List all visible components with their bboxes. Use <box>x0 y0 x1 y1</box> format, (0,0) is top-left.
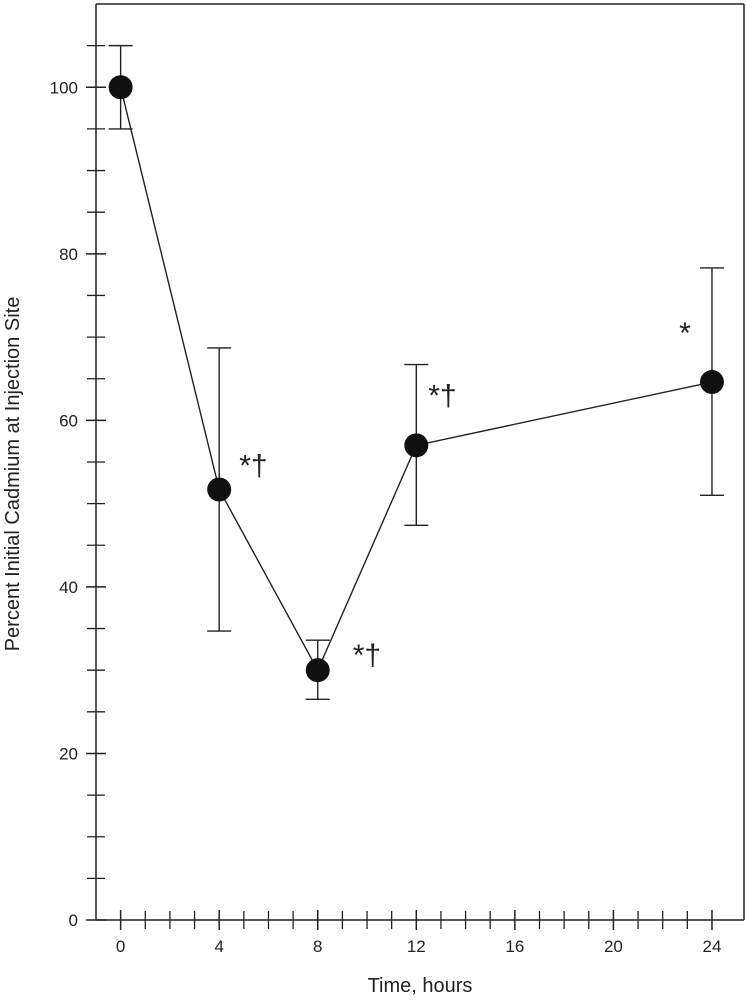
y-tick-label: 60 <box>59 411 78 430</box>
data-point <box>108 75 133 100</box>
y-tick-label: 20 <box>59 744 78 763</box>
y-tick-label: 80 <box>59 245 78 264</box>
ticks: 0 20 40 60 80 100 0 4 8 12 16 20 24 <box>50 44 722 956</box>
x-tick-label: 12 <box>407 937 426 956</box>
y-axis-label: Percent Initial Cadmium at Injection Sit… <box>2 297 24 652</box>
data-point <box>305 658 330 683</box>
data-point <box>404 433 429 458</box>
x-axis-label: Time, hours <box>368 975 473 997</box>
x-tick-label: 8 <box>313 937 322 956</box>
significance-annotation: *† <box>239 449 267 482</box>
y-tick-label: 0 <box>69 911 78 930</box>
series: *† *† *† * <box>108 44 724 701</box>
significance-annotation: *† <box>353 639 381 672</box>
significance-annotation: *† <box>428 379 456 412</box>
x-tick-label: 20 <box>604 937 623 956</box>
significance-annotation: * <box>679 317 691 350</box>
x-tick-label: 16 <box>505 937 524 956</box>
x-tick-label: 4 <box>214 937 223 956</box>
y-tick-label: 100 <box>50 78 78 97</box>
y-tick-label: 40 <box>59 578 78 597</box>
axes <box>95 3 745 921</box>
x-tick-label: 24 <box>703 937 722 956</box>
data-point <box>699 370 724 395</box>
x-tick-label: 0 <box>116 937 125 956</box>
data-point <box>207 477 232 502</box>
